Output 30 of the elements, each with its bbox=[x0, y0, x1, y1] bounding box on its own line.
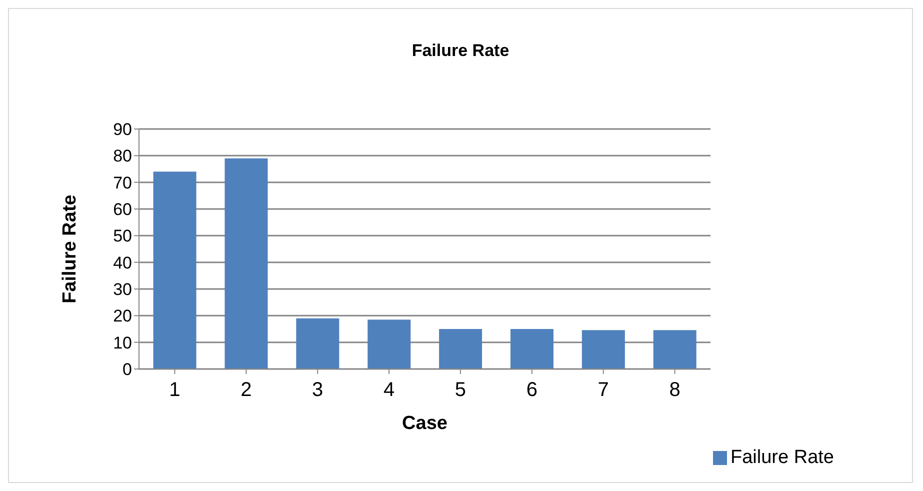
bar bbox=[510, 329, 554, 369]
bar bbox=[153, 172, 196, 369]
x-tick-label: 8 bbox=[669, 379, 680, 402]
x-tick-label: 1 bbox=[169, 379, 180, 402]
y-tick-label: 70 bbox=[113, 173, 132, 192]
x-tick-label: 4 bbox=[383, 379, 395, 402]
y-axis-title: Failure Rate bbox=[60, 194, 81, 304]
legend-label: Failure Rate bbox=[730, 447, 834, 468]
y-tick-label: 10 bbox=[113, 333, 132, 352]
bar bbox=[224, 158, 268, 369]
chart-title: Failure Rate bbox=[410, 41, 510, 61]
y-tick-label: 0 bbox=[122, 360, 132, 380]
bar bbox=[653, 330, 696, 369]
y-tick-label: 40 bbox=[113, 253, 132, 272]
x-tick-label: 3 bbox=[312, 379, 324, 402]
bar bbox=[368, 320, 411, 369]
x-tick-label: 5 bbox=[454, 379, 466, 402]
bar bbox=[582, 330, 625, 369]
y-tick-label: 80 bbox=[113, 146, 132, 166]
y-tick-label: 60 bbox=[113, 200, 132, 220]
y-tick-label: 90 bbox=[113, 120, 132, 140]
x-tick-label: 2 bbox=[240, 379, 252, 402]
y-tick-label: 50 bbox=[113, 226, 132, 246]
y-tick-label: 20 bbox=[113, 306, 132, 326]
x-tick-label: 7 bbox=[598, 379, 609, 402]
x-tick-label: 6 bbox=[526, 379, 538, 402]
bar bbox=[296, 318, 340, 369]
y-tick-label: 30 bbox=[113, 280, 132, 300]
x-axis-title: Case bbox=[402, 413, 448, 434]
bar bbox=[439, 329, 482, 369]
